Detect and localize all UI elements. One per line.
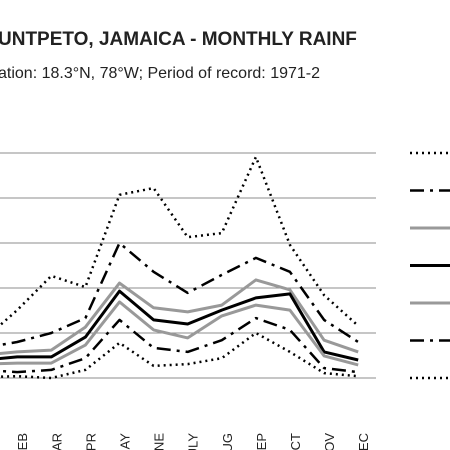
series-line: [0, 331, 359, 380]
series-line: [0, 300, 359, 367]
x-tick-label: NOV: [322, 433, 337, 450]
x-tick-label: MAR: [49, 433, 64, 450]
x-tick-label: DEC: [356, 433, 371, 450]
chart-subtitle: ation: 18.3°N, 78°W; Period of record: 1…: [0, 65, 320, 82]
x-tick-label: JUNE: [152, 433, 167, 450]
series-line: [0, 316, 359, 374]
x-tick-label: FEB: [15, 433, 30, 450]
x-tick-label: JULY: [186, 433, 201, 450]
series-line: [0, 155, 360, 327]
chart-title: UNTPETO, JAMAICA - MONTHLY RAINF: [0, 29, 357, 50]
series-line: [0, 278, 359, 356]
x-tick-label: MAY: [117, 433, 132, 450]
series-line: [0, 289, 359, 362]
series-line: [0, 241, 359, 347]
x-tick-label: AUG: [220, 433, 235, 450]
x-tick-label: SEP: [254, 433, 269, 450]
x-tick-label: APR: [83, 433, 98, 450]
x-tick-label: OCT: [288, 433, 303, 450]
